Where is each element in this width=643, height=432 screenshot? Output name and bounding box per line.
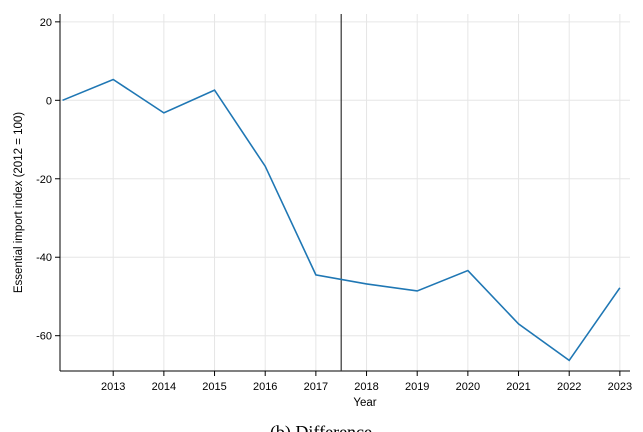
- y-tick-label: 20: [40, 17, 52, 29]
- x-tick-label: 2015: [202, 381, 226, 393]
- x-tick-label: 2013: [101, 381, 125, 393]
- x-tick-label: 2022: [557, 381, 581, 393]
- y-tick-label: 0: [46, 95, 52, 107]
- x-ticks: 2013 2014 2015 2016 2017 2018 2019 2020 2021 2022…: [101, 371, 632, 393]
- y-ticks: 20 0 -20 -40 -60: [36, 17, 60, 343]
- x-tick-label: 2014: [152, 381, 176, 393]
- y-axis-title: Essential import index (2012 = 100): [13, 112, 25, 293]
- x-tick-label: 2018: [354, 381, 378, 393]
- x-tick-label: 2020: [456, 381, 480, 393]
- x-tick-label: 2023: [608, 381, 632, 393]
- x-tick-label: 2017: [304, 381, 328, 393]
- y-tick-label: -20: [36, 174, 52, 186]
- y-tick-label: -60: [36, 331, 52, 343]
- series-line: [62, 78, 621, 362]
- x-axis-title: Year: [353, 397, 376, 409]
- axes: [59, 14, 630, 372]
- series-group: [62, 78, 621, 362]
- x-tick-label: 2016: [253, 381, 277, 393]
- grid: [60, 14, 630, 371]
- figure-caption: (b) Difference: [270, 422, 372, 432]
- x-tick-label: 2019: [405, 381, 429, 393]
- x-tick-label: 2021: [506, 381, 530, 393]
- y-tick-label: -40: [36, 252, 52, 264]
